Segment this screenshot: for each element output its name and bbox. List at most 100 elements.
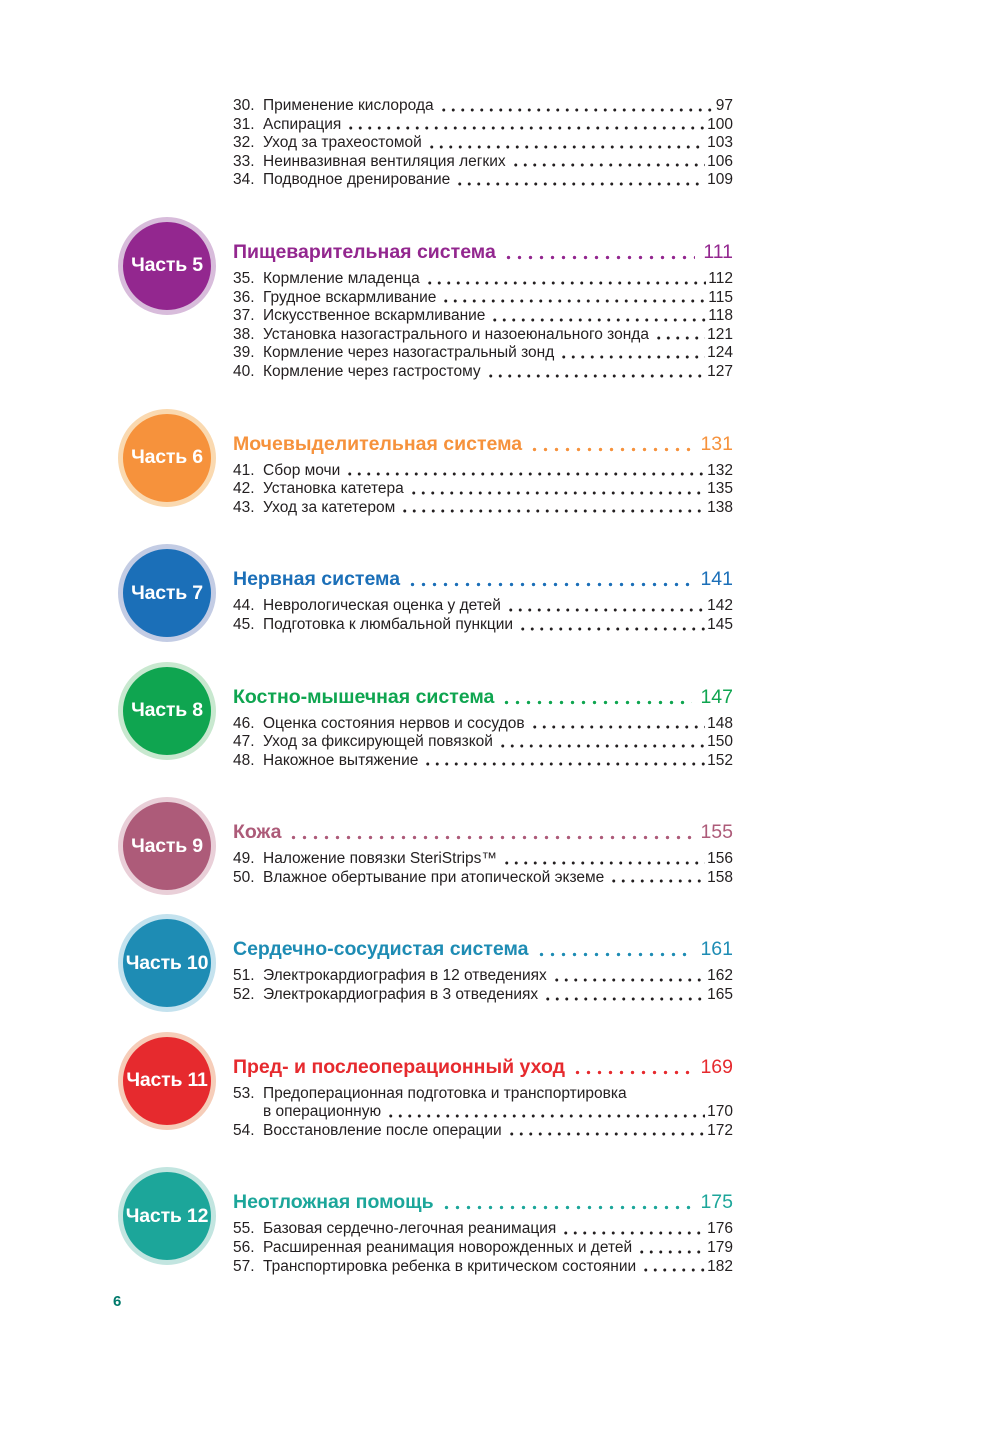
- dot-leader: [641, 1257, 706, 1277]
- entry-page: 115: [708, 288, 733, 306]
- section-badge: Часть 7: [118, 544, 216, 643]
- section-header: Пищеварительная система 111: [233, 238, 733, 265]
- entry-title: Подготовка к люмбальной пункции: [263, 615, 514, 633]
- section-title: Мочевыделительная система: [233, 432, 523, 455]
- dot-leader: [346, 115, 706, 135]
- toc-entry: 35. Кормление младенца 112: [233, 269, 733, 289]
- entry-page: 145: [707, 615, 733, 633]
- dot-leader: [543, 986, 706, 1005]
- entry-title: Электрокардиография в 12 отведениях: [263, 967, 547, 985]
- dot-leader: [510, 152, 706, 172]
- section-header: Костно-мышечная система 147: [233, 683, 733, 710]
- toc-entry: 55. Базовая сердечно-легочная реанимация 1…: [233, 1220, 733, 1240]
- entry-title: Предоперационная подготовка и транспорти…: [263, 1084, 627, 1102]
- entry-page: 109: [707, 171, 733, 189]
- dot-leader: [551, 967, 706, 987]
- entry-title: Подводное дренирование: [263, 171, 451, 189]
- entry-number: 34.: [233, 171, 255, 189]
- entry-number: 36.: [233, 288, 255, 306]
- entry-title: Кормление через назогастральный зонд: [263, 344, 555, 362]
- section-title: Кожа: [233, 821, 282, 844]
- entry-number: 33.: [233, 152, 255, 170]
- dot-leader: [506, 1121, 706, 1141]
- toc-entry: 39. Кормление через назогастральный зонд 1…: [233, 344, 733, 363]
- entry-page: 141: [700, 568, 733, 591]
- entry-title: Грудное вскармливание: [263, 288, 437, 306]
- entry-title: Уход за катетером: [263, 498, 396, 516]
- entry-number: 52.: [233, 986, 255, 1004]
- entry-page: 175: [700, 1191, 733, 1214]
- entry-page: 155: [700, 821, 733, 844]
- dot-leader: [501, 683, 693, 710]
- entry-page: 161: [700, 938, 733, 961]
- section-badge: Часть 9: [118, 797, 216, 896]
- toc-entry: 38. Установка назогастрального и назоеюна…: [233, 325, 733, 345]
- toc-section: Часть 11 Пред- и послеоперационный уход 16…: [118, 1031, 733, 1141]
- toc-entry: 45. Подготовка к люмбальной пункции 145: [233, 615, 733, 635]
- entry-number: 46.: [233, 714, 255, 732]
- entry-page: 112: [708, 269, 733, 287]
- dot-leader: [400, 498, 706, 518]
- intro-list: 30. Применение кислорода 97 31. Аспирация 100…: [233, 97, 733, 190]
- section-badge: Часть 10: [118, 914, 216, 1013]
- entry-title: Наложение повязки SteriStrips™: [263, 850, 497, 868]
- entry-title: Кормление младенца: [263, 269, 420, 287]
- toc-entry: 36. Грудное вскармливание 115: [233, 288, 733, 308]
- entry-title: Сбор мочи: [263, 461, 341, 479]
- entry-number: 45.: [233, 615, 255, 633]
- entry-page: 152: [707, 751, 733, 769]
- section-title: Сердечно-сосудистая система: [233, 938, 529, 961]
- entry-number: 40.: [233, 362, 255, 380]
- toc-entry: 43. Уход за катетером 138: [233, 498, 733, 518]
- entry-number: 53.: [233, 1084, 255, 1102]
- entry-number: 47.: [233, 733, 255, 751]
- dot-leader: [408, 480, 706, 499]
- entry-title: Неврологическая оценка у детей: [263, 597, 501, 615]
- toc-entry: 30. Применение кислорода 97: [233, 97, 733, 116]
- toc-entry: 47. Уход за фиксирующей повязкой 150: [233, 733, 733, 752]
- entry-page: 131: [700, 432, 733, 455]
- entry-number: 39.: [233, 344, 255, 362]
- dot-leader: [502, 238, 696, 265]
- toc-entry: 33. Неинвазивная вентиляция легких 106: [233, 152, 733, 172]
- entry-number: 31.: [233, 115, 255, 133]
- entry-page: 124: [707, 344, 733, 362]
- entry-number: 30.: [233, 97, 255, 114]
- entry-page: 100: [707, 115, 733, 133]
- entry-number: 55.: [233, 1220, 255, 1238]
- entry-page: 150: [707, 733, 733, 751]
- section-header: Пред- и послеоперационный уход 169: [233, 1053, 733, 1080]
- entry-page: 135: [707, 480, 733, 498]
- dot-leader: [518, 615, 706, 635]
- dot-leader: [653, 325, 706, 345]
- dot-leader: [426, 134, 706, 153]
- dot-leader: [572, 1053, 693, 1080]
- section-badge: Часть 12: [118, 1167, 216, 1266]
- badge-label: Часть 11: [126, 1069, 208, 1092]
- toc-entry: 54. Восстановление после операции 172: [233, 1121, 733, 1141]
- entry-number: 51.: [233, 967, 255, 985]
- entry-number: 49.: [233, 850, 255, 868]
- entry-page: 148: [707, 714, 733, 732]
- section-header: Мочевыделительная система 131: [233, 430, 733, 457]
- dot-leader: [529, 714, 706, 734]
- dot-leader: [490, 307, 707, 326]
- page-number: 6: [113, 1293, 122, 1310]
- entry-number: 43.: [233, 498, 255, 516]
- entry-number: 37.: [233, 307, 255, 325]
- section-title: Пищеварительная система: [233, 240, 496, 263]
- entry-page: 118: [708, 307, 733, 325]
- entry-number: 48.: [233, 751, 255, 769]
- entry-page: 158: [707, 868, 733, 886]
- toc-entry: 52. Электрокардиография в 3 отведениях 165: [233, 986, 733, 1005]
- entry-page: 170: [707, 1103, 733, 1121]
- entry-page: 156: [707, 850, 733, 868]
- toc-section: Часть 5 Пищеварительная система 111 35. Корм…: [118, 216, 733, 382]
- section-badge: Часть 8: [118, 661, 216, 760]
- entry-title: Оценка состояния нервов и сосудов: [263, 714, 525, 732]
- entry-page: 97: [715, 97, 733, 114]
- section-title: Костно-мышечная система: [233, 685, 495, 708]
- entry-page: 165: [707, 986, 733, 1004]
- toc-section: Часть 7 Нервная система 141 44. Неврологичес…: [118, 544, 733, 643]
